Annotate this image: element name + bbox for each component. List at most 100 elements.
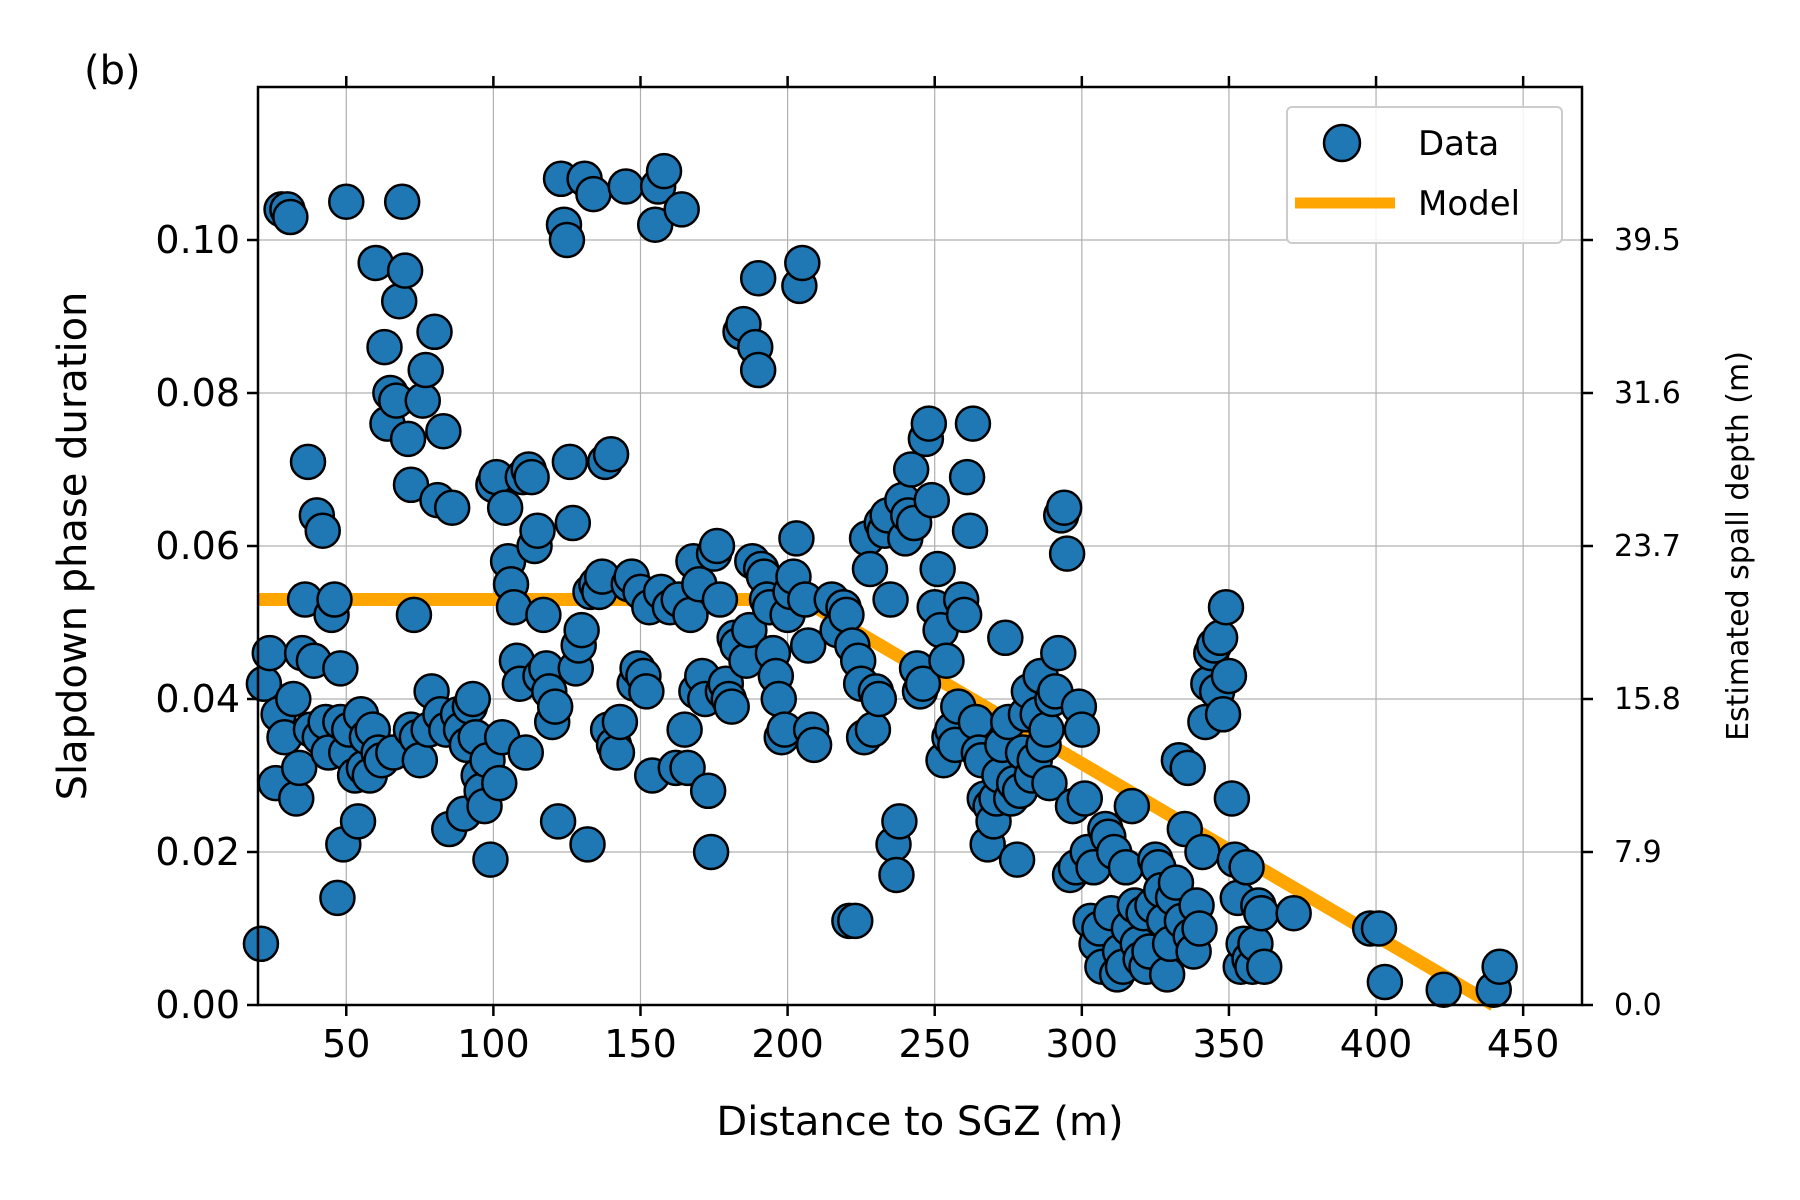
data-point	[563, 611, 600, 649]
data-point	[1169, 749, 1206, 787]
data-point	[513, 458, 550, 496]
data-point	[1040, 634, 1077, 672]
data-point	[878, 856, 915, 894]
data-point	[486, 489, 524, 526]
x-tick-label: 50	[322, 1022, 370, 1066]
data-point	[760, 680, 798, 718]
data-point	[669, 749, 706, 787]
data-point	[592, 435, 630, 473]
data-point	[778, 520, 815, 557]
x-tick-label: 350	[1193, 1022, 1266, 1066]
data-point	[454, 680, 492, 718]
data-point	[1228, 849, 1265, 886]
data-point	[407, 351, 444, 389]
data-point	[698, 527, 736, 565]
data-point	[536, 688, 574, 725]
data-point	[837, 902, 874, 940]
data-point	[1066, 780, 1104, 817]
data-point	[601, 703, 639, 741]
data-point	[795, 726, 833, 764]
data-point	[1366, 963, 1404, 1001]
data-point	[1113, 787, 1151, 825]
data-point	[1207, 588, 1245, 626]
data-point	[275, 680, 312, 718]
y-right-tick-label: 39.5	[1614, 223, 1681, 258]
data-point	[607, 168, 645, 205]
data-point	[701, 581, 739, 618]
panel-label: (b)	[84, 48, 141, 94]
data-point	[1184, 833, 1221, 871]
data-point	[904, 665, 942, 702]
data-point	[731, 611, 768, 649]
data-point	[948, 458, 986, 496]
data-point	[242, 925, 280, 963]
y-tick-label: 0.10	[155, 218, 240, 262]
y-axis-right-label: Estimated spall depth (m)	[1721, 351, 1756, 741]
data-point	[1157, 864, 1195, 901]
data-point	[519, 512, 556, 549]
y-axis-right-ticks: 0.0 7.9 15.8 23.7 31.6 39.5	[1582, 223, 1681, 1023]
y-axis-ticks: 0.00 0.02 0.04 0.06 0.08 0.10	[155, 218, 258, 1027]
y-axis-label: Slapdown phase duration	[50, 292, 96, 801]
data-point	[404, 382, 442, 419]
data-point	[598, 734, 636, 771]
data-point	[854, 711, 892, 748]
data-point	[1275, 894, 1312, 932]
y-tick-label: 0.02	[155, 830, 240, 874]
data-point	[628, 673, 665, 710]
data-point	[472, 841, 509, 878]
data-point	[481, 764, 518, 802]
data-point	[1204, 696, 1242, 733]
y-right-tick-label: 0.0	[1614, 988, 1662, 1023]
data-point	[1063, 711, 1101, 748]
data-point	[692, 833, 730, 871]
data-point	[789, 627, 827, 664]
data-point	[1360, 910, 1398, 947]
data-point	[1481, 948, 1518, 985]
data-point	[280, 749, 318, 787]
data-point	[1181, 910, 1218, 947]
data-point	[575, 175, 612, 213]
data-point	[569, 826, 606, 863]
data-point	[433, 489, 471, 526]
data-point	[554, 504, 592, 542]
data-point	[828, 596, 865, 634]
data-point	[1243, 894, 1280, 932]
data-point	[713, 688, 750, 725]
legend-model-label: Model	[1418, 184, 1520, 224]
data-point	[389, 420, 427, 458]
data-point	[663, 191, 700, 228]
x-tick-label: 150	[604, 1022, 677, 1066]
data-point	[525, 596, 562, 634]
data-point	[1245, 948, 1283, 985]
data-point	[339, 803, 377, 840]
data-point	[892, 451, 930, 488]
data-point	[951, 512, 989, 549]
data-point	[316, 581, 353, 618]
data-point	[987, 619, 1024, 657]
data-point	[507, 734, 544, 771]
y-tick-label: 0.00	[155, 983, 240, 1027]
data-point	[739, 260, 777, 297]
legend: Data Model	[1286, 106, 1563, 244]
x-axis-label: Distance to SGZ (m)	[716, 1099, 1123, 1145]
data-point	[1031, 764, 1068, 802]
data-point	[551, 443, 589, 481]
legend-data-marker	[1322, 123, 1362, 163]
data-point	[395, 596, 433, 634]
data-point	[383, 183, 421, 220]
data-point	[910, 405, 948, 442]
x-tick-label: 400	[1340, 1022, 1413, 1066]
x-tick-label: 450	[1487, 1022, 1560, 1066]
data-point	[322, 650, 359, 687]
data-point	[881, 803, 918, 840]
y-tick-label: 0.04	[155, 677, 240, 721]
data-point	[957, 703, 995, 741]
x-tick-label: 200	[751, 1022, 824, 1066]
x-tick-label: 300	[1046, 1022, 1119, 1066]
data-point	[689, 772, 727, 810]
data-point	[860, 680, 898, 718]
data-point	[277, 780, 315, 817]
data-point	[928, 642, 965, 679]
